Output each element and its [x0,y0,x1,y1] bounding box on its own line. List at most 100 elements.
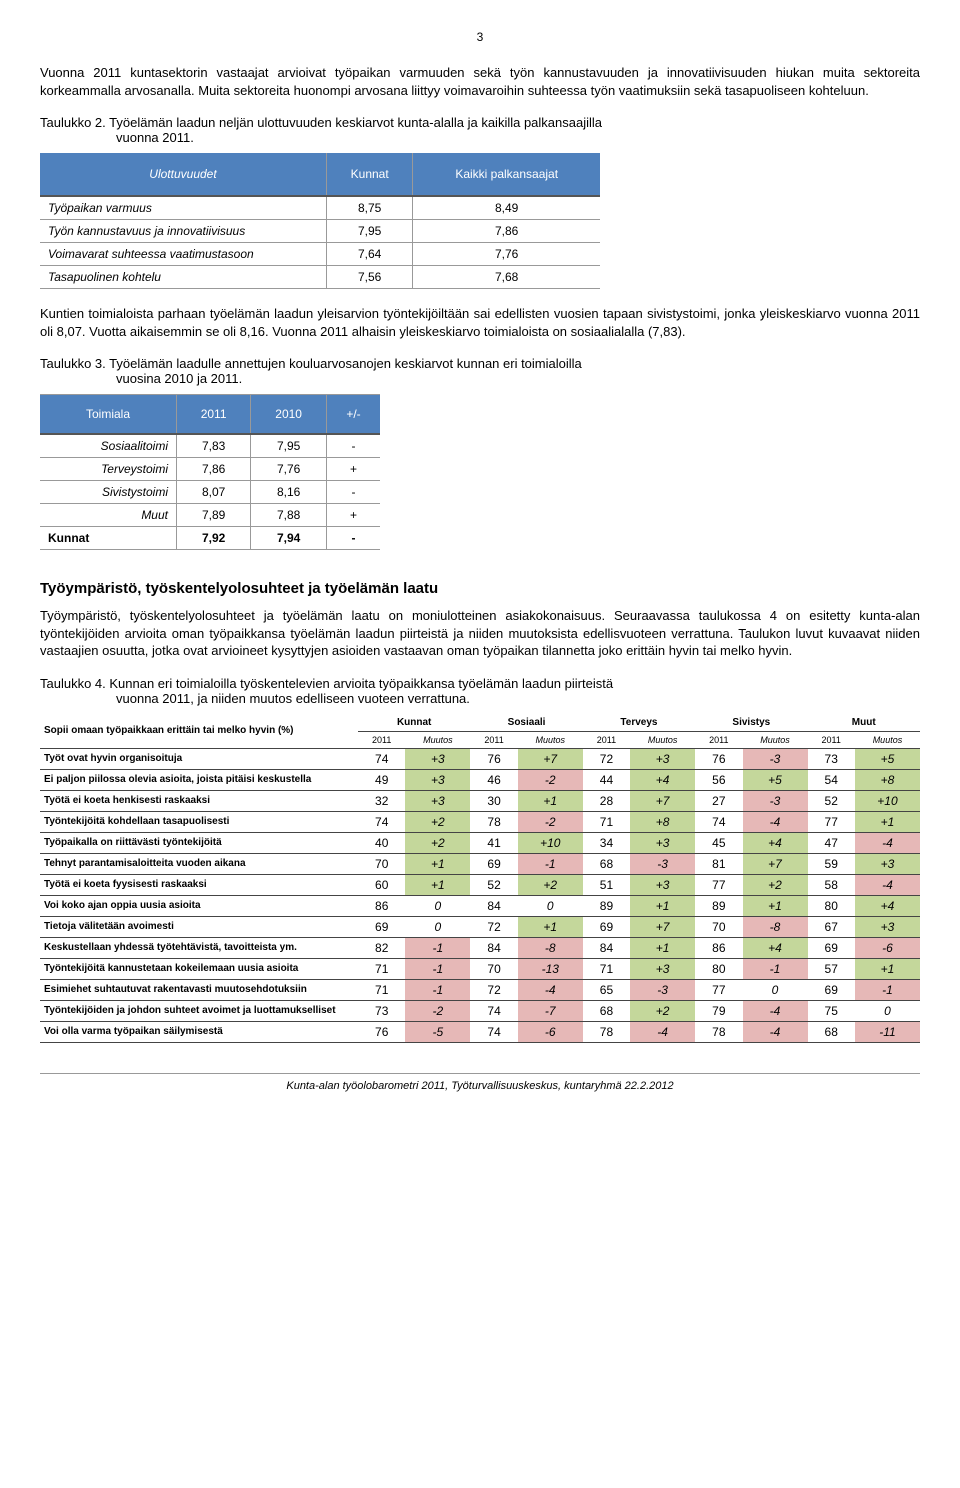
value-cell: 52 [808,790,855,811]
change-cell: 0 [405,895,470,916]
cell: 8,07 [177,481,251,504]
cell: - [327,481,381,504]
cell: + [327,458,381,481]
value-cell: 40 [358,832,405,853]
table-row: Työt ovat hyvin organisoituja74+376+772+… [40,748,920,769]
value-cell: 41 [470,832,517,853]
change-cell: +3 [405,748,470,769]
table-row-total: Kunnat7,927,94- [40,527,380,550]
value-cell: 45 [695,832,742,853]
value-cell: 59 [808,853,855,874]
cell: 7,92 [177,527,251,550]
change-cell: +1 [405,874,470,895]
value-cell: 79 [695,1000,742,1021]
value-cell: 71 [583,958,630,979]
cell: - [327,434,381,458]
value-cell: 32 [358,790,405,811]
change-cell: +1 [518,916,583,937]
value-cell: 72 [470,979,517,1000]
change-cell: -4 [518,979,583,1000]
value-cell: 74 [470,1021,517,1042]
paragraph-1: Vuonna 2011 kuntasektorin vastaajat arvi… [40,64,920,99]
value-cell: 65 [583,979,630,1000]
table-row: Työtä ei koeta fyysisesti raskaaksi60+15… [40,874,920,895]
table-row: Tasapuolinen kohtelu7,567,68 [40,266,600,289]
table-4: Sopii omaan työpaikkaan erittäin tai mel… [40,714,920,1043]
change-cell: +3 [630,832,695,853]
value-cell: 78 [470,811,517,832]
change-cell: +3 [630,958,695,979]
value-cell: 70 [470,958,517,979]
cell: Muut [40,504,177,527]
change-cell: -3 [743,790,808,811]
sub-header: 2011 [695,731,742,748]
value-cell: 69 [583,916,630,937]
change-cell: +7 [743,853,808,874]
change-cell: -2 [518,811,583,832]
table-row: Voi olla varma työpaikan säilymisestä76-… [40,1021,920,1042]
value-cell: 68 [583,853,630,874]
change-cell: +3 [855,916,920,937]
col-header: Toimiala [40,395,177,435]
change-cell: +1 [518,790,583,811]
value-cell: 84 [470,937,517,958]
value-cell: 77 [808,811,855,832]
caption-text: Taulukko 2. Työelämän laadun neljän ulot… [40,115,602,130]
cell: 7,64 [327,243,413,266]
page-number: 3 [40,30,920,44]
change-cell: +8 [630,811,695,832]
change-cell: -1 [405,958,470,979]
change-cell: +1 [855,958,920,979]
table-row: Työpaikan varmuus8,758,49 [40,196,600,220]
value-cell: 77 [695,979,742,1000]
value-cell: 80 [695,958,742,979]
change-cell: +4 [743,937,808,958]
value-cell: 71 [583,811,630,832]
change-cell: -6 [518,1021,583,1042]
caption-text-line2: vuonna 2011. [40,130,194,145]
sub-header: 2011 [358,731,405,748]
col-header: Kunnat [327,153,413,196]
value-cell: 56 [695,769,742,790]
table-row: Työntekijöitä kohdellaan tasapuolisesti7… [40,811,920,832]
change-cell: +3 [405,769,470,790]
group-header: Terveys [583,714,695,732]
value-cell: 67 [808,916,855,937]
value-cell: 86 [358,895,405,916]
value-cell: 69 [808,937,855,958]
change-cell: +3 [855,853,920,874]
sub-header: 2011 [470,731,517,748]
change-cell: -6 [855,937,920,958]
row-label: Työntekijöitä kannustetaan kokeilemaan u… [40,958,358,979]
value-cell: 76 [358,1021,405,1042]
value-cell: 76 [695,748,742,769]
change-cell: -1 [855,979,920,1000]
value-cell: 89 [583,895,630,916]
table-row: Sosiaalitoimi7,837,95- [40,434,380,458]
value-cell: 46 [470,769,517,790]
main-header: Sopii omaan työpaikkaan erittäin tai mel… [40,714,358,749]
change-cell: -4 [743,1000,808,1021]
value-cell: 49 [358,769,405,790]
sub-header: Muutos [743,731,808,748]
row-label: Voi koko ajan oppia uusia asioita [40,895,358,916]
change-cell: +5 [855,748,920,769]
table-row: Voi koko ajan oppia uusia asioita8608408… [40,895,920,916]
table-row: Työpaikalla on riittävästi työntekijöitä… [40,832,920,853]
cell: 7,83 [177,434,251,458]
cell: Tasapuolinen kohtelu [40,266,327,289]
group-header: Kunnat [358,714,470,732]
value-cell: 52 [470,874,517,895]
change-cell: -3 [743,748,808,769]
change-cell: +2 [405,811,470,832]
change-cell: 0 [855,1000,920,1021]
table-row: Ulottuvuudet Kunnat Kaikki palkansaajat [40,153,600,196]
value-cell: 34 [583,832,630,853]
change-cell: +1 [743,895,808,916]
change-cell: -11 [855,1021,920,1042]
row-label: Työpaikalla on riittävästi työntekijöitä [40,832,358,853]
table-row: Työntekijöitä kannustetaan kokeilemaan u… [40,958,920,979]
row-label: Työt ovat hyvin organisoituja [40,748,358,769]
value-cell: 44 [583,769,630,790]
value-cell: 69 [358,916,405,937]
